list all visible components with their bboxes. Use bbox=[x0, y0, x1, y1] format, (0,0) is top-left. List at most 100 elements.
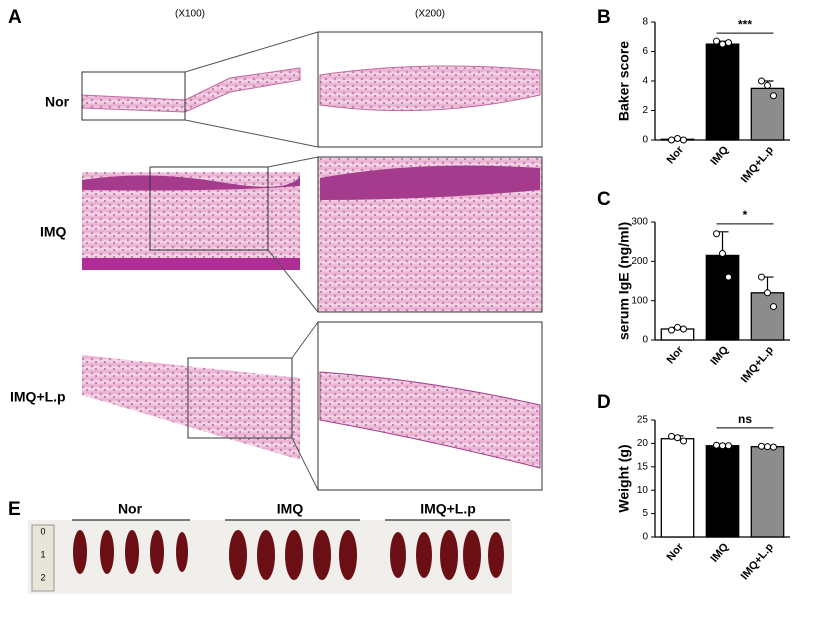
data-point bbox=[674, 135, 681, 143]
ruler-label: 0 bbox=[40, 526, 45, 536]
data-point bbox=[764, 443, 771, 451]
zoom-line bbox=[291, 321, 319, 359]
bar bbox=[705, 43, 740, 141]
data-point bbox=[680, 136, 687, 144]
zoom-line bbox=[267, 249, 319, 313]
data-point bbox=[764, 289, 771, 297]
spleens bbox=[73, 530, 504, 580]
x-tick-label: Nor bbox=[665, 541, 687, 564]
data-point bbox=[758, 77, 765, 85]
zoom-box bbox=[187, 357, 293, 439]
data-point bbox=[713, 37, 720, 45]
y-axis-label: Baker score bbox=[616, 41, 632, 121]
epidermis bbox=[320, 165, 540, 200]
group-label: IMQ+L.p bbox=[420, 501, 476, 517]
zoom-line bbox=[184, 119, 319, 148]
zoom-line bbox=[291, 437, 319, 491]
x-tick-label: IMQ+L.p bbox=[739, 344, 776, 385]
data-point bbox=[719, 442, 726, 450]
data-point bbox=[725, 273, 732, 281]
row-label: IMQ+L.p bbox=[10, 389, 66, 405]
bar bbox=[705, 254, 740, 341]
data-point bbox=[680, 437, 687, 445]
x-tick-label: IMQ+L.p bbox=[739, 541, 776, 582]
group-label: IMQ bbox=[277, 501, 304, 517]
y-tick-label: 6 bbox=[642, 46, 648, 57]
panel-label: C bbox=[597, 189, 611, 210]
bar-chart: 0 5 10 15 20 25 Weight (g) Nor IMQ IMQ+L.p ns bbox=[616, 412, 790, 582]
x-tick-label: Nor bbox=[665, 344, 687, 367]
x-tick-label: Nor bbox=[665, 144, 687, 167]
tissue bbox=[81, 67, 301, 113]
y-tick-label: 200 bbox=[631, 256, 648, 267]
y-tick-label: 10 bbox=[637, 485, 649, 496]
zoom-box bbox=[149, 166, 269, 251]
tissue bbox=[319, 371, 541, 469]
column-label: (X100) bbox=[175, 9, 205, 20]
panel-label: A bbox=[8, 7, 22, 28]
row-label: IMQ bbox=[40, 224, 67, 240]
data-point bbox=[680, 325, 687, 333]
panel-label: E bbox=[8, 499, 21, 520]
y-tick-label: 15 bbox=[637, 461, 649, 472]
ruler bbox=[31, 524, 55, 592]
data-point bbox=[719, 40, 726, 48]
data-point bbox=[770, 303, 777, 311]
data-point bbox=[719, 249, 726, 257]
ruler-label: 1 bbox=[40, 549, 45, 559]
data-point bbox=[725, 39, 732, 47]
x-tick-label: IMQ+L.p bbox=[739, 144, 776, 185]
significance-label: *** bbox=[738, 17, 752, 31]
data-point bbox=[758, 442, 765, 450]
panel-label: D bbox=[597, 392, 611, 413]
data-point bbox=[674, 323, 681, 331]
y-tick-label: 300 bbox=[631, 217, 648, 228]
histology: (X100) (X200) Nor IMQ IMQ+L.p bbox=[10, 9, 543, 491]
cartilage bbox=[82, 258, 300, 270]
column-label: (X200) bbox=[415, 9, 445, 20]
x-tick-label: IMQ bbox=[708, 541, 731, 565]
y-tick-label: 20 bbox=[637, 438, 649, 449]
tissue bbox=[82, 355, 300, 460]
significance-label: ns bbox=[738, 412, 752, 426]
group-label: Nor bbox=[118, 501, 143, 517]
data-point bbox=[764, 81, 771, 89]
y-tick-label: 0 bbox=[642, 335, 648, 346]
y-tick-label: 25 bbox=[637, 415, 649, 426]
ruler-label: 2 bbox=[40, 572, 45, 582]
y-tick-label: 100 bbox=[631, 295, 648, 306]
y-tick-label: 0 bbox=[642, 135, 648, 146]
bar bbox=[705, 445, 740, 538]
y-tick-label: 5 bbox=[642, 508, 648, 519]
y-tick-label: 0 bbox=[642, 532, 648, 543]
zoom-line bbox=[267, 156, 319, 168]
y-tick-label: 8 bbox=[642, 17, 648, 28]
data-point bbox=[674, 434, 681, 442]
epidermis bbox=[82, 175, 300, 191]
bar bbox=[750, 87, 785, 141]
row-label: Nor bbox=[45, 94, 70, 110]
data-point bbox=[713, 441, 720, 449]
data-point bbox=[713, 230, 720, 238]
data-point bbox=[758, 273, 765, 281]
y-tick-label: 2 bbox=[642, 105, 648, 116]
data-point bbox=[725, 442, 732, 450]
y-tick-label: 4 bbox=[642, 76, 648, 87]
y-axis-label: serum IgE (ng/ml) bbox=[616, 222, 632, 340]
y-axis-label: Weight (g) bbox=[616, 444, 632, 512]
zoom-box bbox=[81, 71, 186, 121]
data-point bbox=[770, 443, 777, 451]
panel-label: B bbox=[597, 7, 611, 28]
tissue bbox=[319, 65, 541, 112]
data-point bbox=[668, 432, 675, 440]
data-point bbox=[668, 326, 675, 334]
data-point bbox=[770, 92, 777, 100]
significance-label: * bbox=[743, 208, 748, 222]
zoom-line bbox=[184, 31, 319, 73]
x-tick-label: IMQ bbox=[708, 344, 731, 368]
x-tick-label: IMQ bbox=[708, 144, 731, 168]
spleen-photo: 0 1 2 Nor IMQ IMQ+L.p bbox=[28, 501, 512, 594]
bar bbox=[660, 438, 695, 538]
